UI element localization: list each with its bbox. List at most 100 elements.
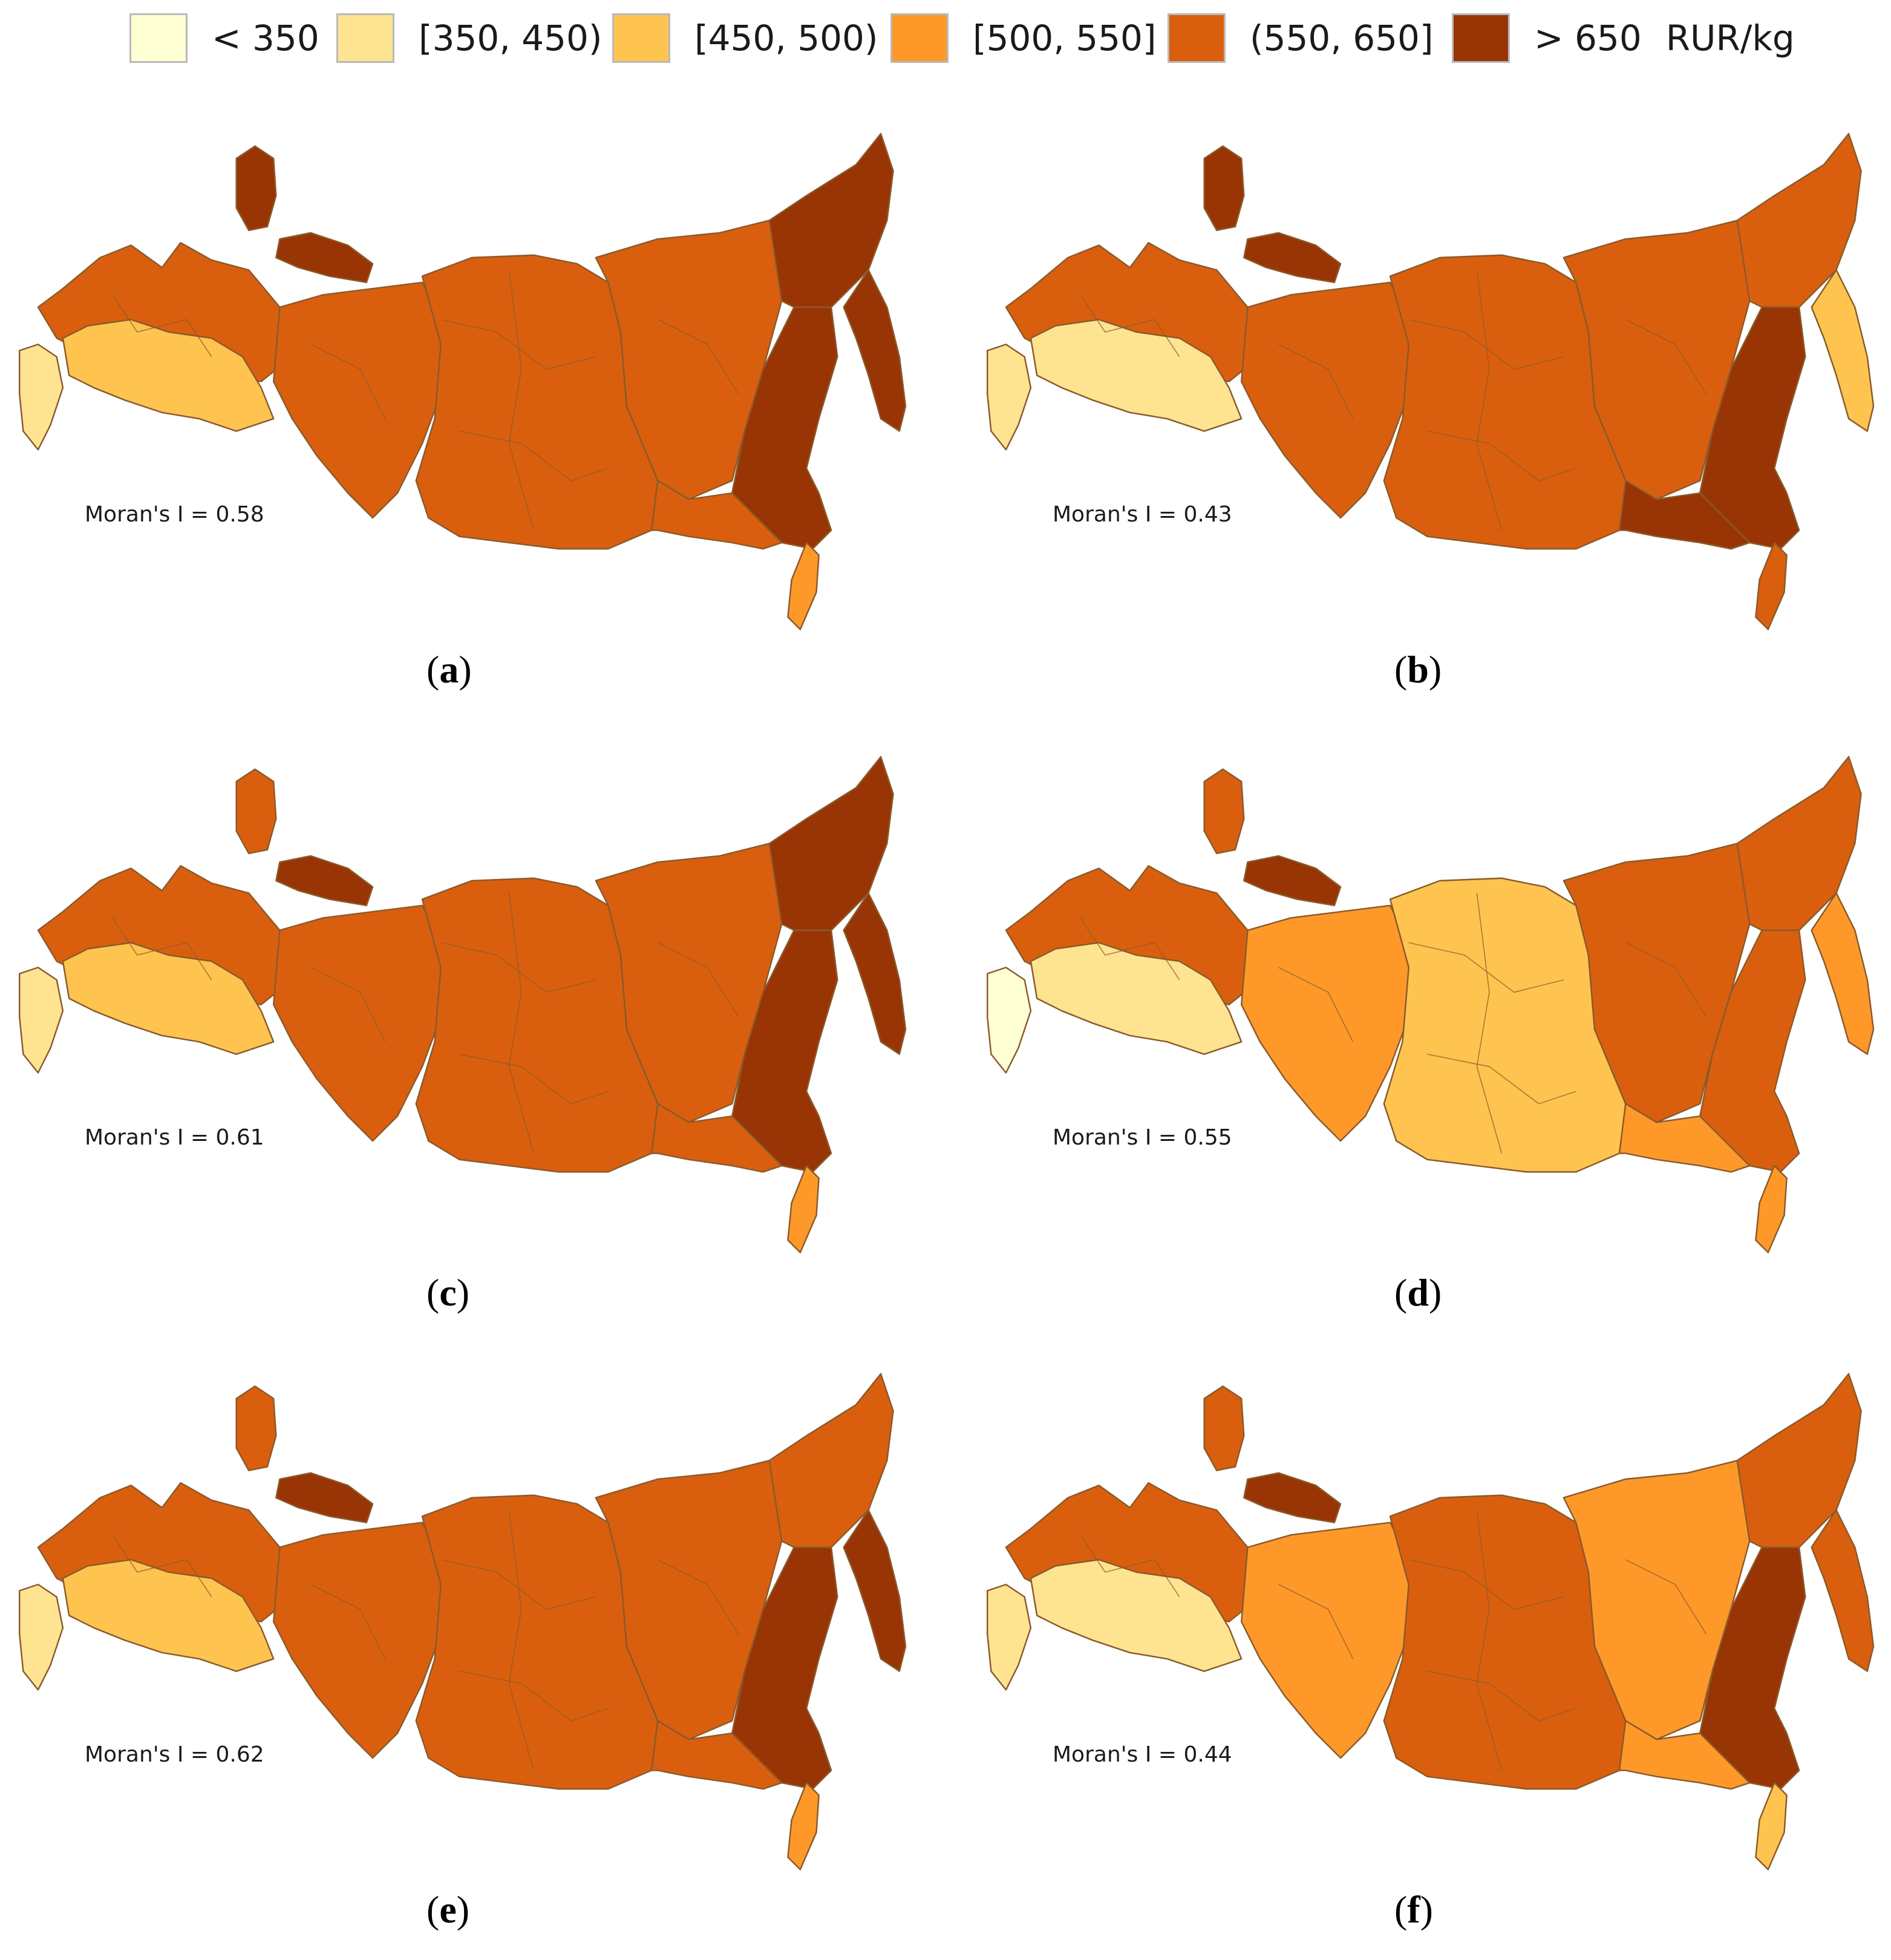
map-panel-e: Moran's I = 0.62 (e): [0, 1349, 944, 1960]
internal-border: [310, 967, 386, 1042]
internal-border: [1427, 1670, 1576, 1722]
internal-border: [1408, 942, 1564, 993]
region-murmansk: [235, 145, 277, 231]
region-volga: [62, 1559, 275, 1672]
region-chukotka: [1736, 132, 1862, 309]
region-sakhalin: [1755, 1782, 1788, 1870]
panel-caption: (c): [426, 1271, 470, 1314]
internal-border: [1408, 1559, 1564, 1610]
legend-swatch: [890, 13, 949, 63]
internal-border: [657, 319, 739, 394]
internal-border: [112, 294, 212, 358]
internal-border: [440, 319, 596, 370]
internal-border: [1476, 893, 1503, 1154]
legend-swatch: [1168, 13, 1226, 63]
region-nenets: [1243, 855, 1342, 907]
internal-border: [1427, 1053, 1576, 1105]
panel-letter: b: [1407, 648, 1429, 691]
internal-border: [1625, 1559, 1707, 1635]
morans-i-label: Moran's I = 0.55: [1053, 1125, 1232, 1150]
panel-caption: (a): [426, 648, 472, 691]
map-panel-b: Moran's I = 0.43 (b): [968, 109, 1891, 720]
legend-item-3: [450, 500): [612, 13, 878, 63]
region-amur: [1618, 480, 1751, 550]
legend-item-1: < 350: [129, 13, 319, 63]
panel-letter: a: [439, 648, 459, 691]
internal-border: [657, 1559, 739, 1635]
panel-caption: (b): [1394, 648, 1442, 691]
internal-border: [310, 1584, 386, 1659]
region-murmansk: [235, 768, 277, 854]
internal-border: [459, 1053, 609, 1105]
region-chukotka: [768, 756, 894, 932]
panel-caption: (f): [1394, 1888, 1433, 1931]
panel-letter: f: [1407, 1888, 1420, 1931]
region-nenets: [275, 232, 374, 284]
legend-item-5: (550, 650]: [1168, 13, 1434, 63]
internal-border: [1278, 1584, 1354, 1659]
legend-label: (550, 650]: [1250, 18, 1434, 59]
internal-border: [310, 344, 386, 419]
region-urals: [272, 281, 442, 519]
region-urals: [272, 1521, 442, 1759]
region-urals: [1240, 281, 1410, 519]
region-volga: [62, 319, 275, 432]
legend-unit: RUR/kg: [1665, 18, 1795, 59]
choropleth-map: [987, 756, 1875, 1253]
region-amur: [650, 1720, 783, 1790]
region-murmansk: [235, 1385, 277, 1472]
internal-border: [459, 430, 609, 482]
region-kamchatka: [843, 1509, 907, 1672]
region-south: [987, 344, 1032, 451]
legend-item-4: [500, 550]: [890, 13, 1157, 63]
internal-border: [112, 1534, 212, 1598]
internal-border: [1080, 1534, 1180, 1598]
choropleth-map: [19, 132, 907, 630]
legend-swatch: [612, 13, 670, 63]
panel-letter: d: [1407, 1271, 1429, 1314]
region-amur: [650, 1103, 783, 1173]
region-siberia: [415, 1494, 659, 1790]
region-siberia: [1383, 1494, 1627, 1790]
region-siberia: [1383, 254, 1627, 550]
region-chukotka: [1736, 756, 1862, 932]
legend-item-2: [350, 450): [336, 13, 603, 63]
region-siberia: [415, 254, 659, 550]
panel-caption: (e): [426, 1888, 470, 1931]
internal-border: [1408, 319, 1564, 370]
region-amur: [1618, 1720, 1751, 1790]
region-sakhalin: [787, 1782, 820, 1870]
map-panel-c: Moran's I = 0.61 (c): [0, 732, 944, 1343]
region-volga: [62, 942, 275, 1055]
internal-border: [1625, 942, 1707, 1018]
morans-i-label: Moran's I = 0.61: [85, 1125, 264, 1150]
region-south: [19, 1584, 64, 1691]
legend-swatch: [129, 13, 188, 63]
region-chukotka: [1736, 1373, 1862, 1549]
internal-border: [1427, 430, 1576, 482]
internal-border: [1278, 967, 1354, 1042]
region-sakhalin: [787, 541, 820, 630]
internal-border: [1278, 344, 1354, 419]
region-south: [19, 344, 64, 451]
internal-border: [440, 1559, 596, 1610]
region-volga: [1030, 942, 1243, 1055]
region-kamchatka: [1811, 269, 1875, 432]
legend-label: [500, 550]: [973, 18, 1157, 59]
map-panel-f: Moran's I = 0.44 (f): [968, 1349, 1891, 1960]
region-sakhalin: [787, 1165, 820, 1253]
morans-i-label: Moran's I = 0.62: [85, 1742, 264, 1767]
legend-label: > 650: [1534, 18, 1642, 59]
map-legend: < 350 [350, 450) [450, 500) [500, 550] (…: [0, 0, 1891, 91]
internal-border: [1476, 270, 1503, 531]
internal-border: [508, 893, 535, 1154]
internal-border: [112, 917, 212, 981]
region-amur: [1618, 1103, 1751, 1173]
legend-label: [450, 500): [694, 18, 878, 59]
region-chukotka: [768, 132, 894, 309]
region-south: [19, 967, 64, 1074]
panel-caption: (d): [1394, 1271, 1442, 1314]
region-nenets: [275, 855, 374, 907]
region-kamchatka: [1811, 892, 1875, 1055]
region-siberia: [415, 877, 659, 1173]
